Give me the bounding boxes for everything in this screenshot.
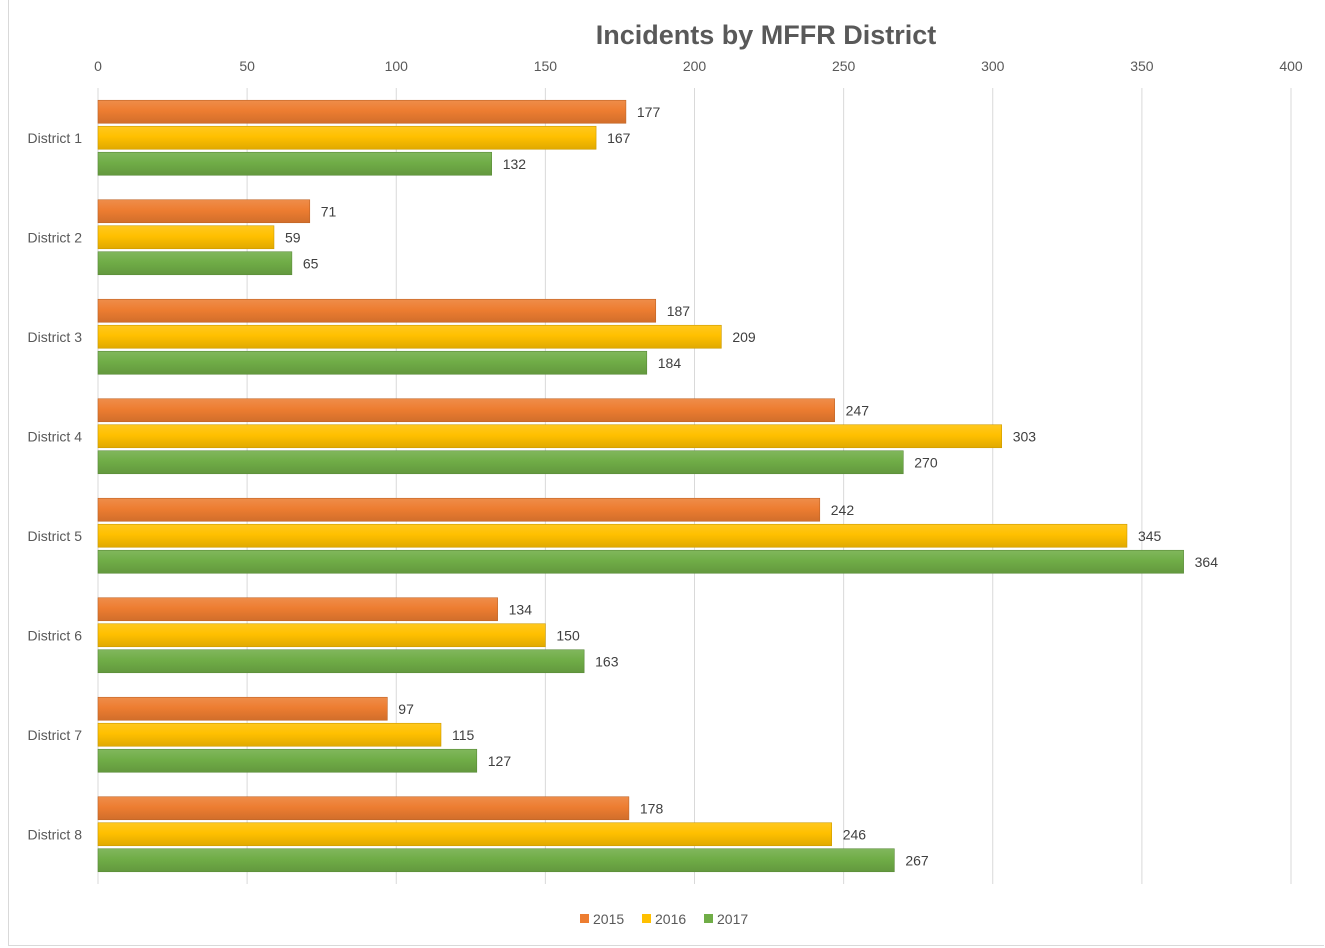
data-label-district-3-2016: 209 (732, 329, 756, 345)
x-tick-label-350: 350 (1130, 58, 1154, 74)
data-label-district-6-2017: 163 (595, 653, 619, 669)
x-tick-label-150: 150 (534, 58, 558, 74)
data-label-district-2-2016: 59 (285, 229, 301, 245)
legend: 2015 2016 2017 (580, 911, 748, 927)
bar-district-3-2016 (97, 324, 722, 349)
bar-district-1-2017 (97, 151, 492, 176)
data-label-district-6-2015: 134 (509, 601, 533, 617)
x-tick-label-100: 100 (385, 58, 409, 74)
bar-district-2-2015 (97, 199, 311, 224)
x-tick-label-250: 250 (832, 58, 856, 74)
data-label-district-7-2017: 127 (488, 753, 512, 769)
category-label-district-5: District 5 (28, 528, 83, 544)
data-label-district-1-2016: 167 (607, 130, 631, 146)
bar-district-5-2016 (97, 523, 1128, 548)
data-label-district-2-2015: 71 (321, 203, 337, 219)
data-label-district-6-2016: 150 (556, 627, 580, 643)
x-tick-label-200: 200 (683, 58, 707, 74)
legend-item-2016: 2016 (642, 911, 686, 927)
legend-label-2017: 2017 (717, 911, 748, 927)
legend-label-2015: 2015 (593, 911, 624, 927)
data-label-district-8-2017: 267 (905, 852, 929, 868)
category-label-district-6: District 6 (28, 627, 83, 643)
category-label-district-3: District 3 (28, 329, 83, 345)
bar-district-7-2017 (97, 748, 478, 773)
bar-district-7-2015 (97, 696, 388, 721)
legend-swatch-2017 (704, 914, 713, 923)
data-label-district-4-2017: 270 (914, 454, 938, 470)
bar-district-8-2017 (97, 848, 895, 873)
bar-district-8-2016 (97, 822, 832, 847)
bar-district-3-2017 (97, 350, 648, 375)
x-tick-label-0: 0 (94, 58, 102, 74)
bars (97, 99, 1184, 873)
data-label-district-5-2017: 364 (1195, 554, 1219, 570)
data-label-district-1-2017: 132 (503, 156, 527, 172)
bar-district-8-2015 (97, 796, 630, 821)
category-label-district-4: District 4 (28, 428, 83, 444)
data-label-district-5-2016: 345 (1138, 528, 1162, 544)
data-label-district-7-2016: 115 (452, 727, 475, 743)
category-label-district-7: District 7 (28, 727, 83, 743)
data-label-district-8-2016: 246 (843, 826, 867, 842)
legend-item-2017: 2017 (704, 911, 748, 927)
data-label-district-4-2016: 303 (1013, 428, 1037, 444)
data-label-district-3-2015: 187 (667, 303, 691, 319)
category-label-district-1: District 1 (28, 130, 83, 146)
data-label-district-7-2015: 97 (398, 701, 414, 717)
legend-label-2016: 2016 (655, 911, 686, 927)
bar-district-2-2016 (97, 225, 275, 250)
bar-district-5-2017 (97, 549, 1184, 574)
gridlines (97, 88, 1292, 884)
bar-district-6-2016 (97, 623, 546, 648)
legend-swatch-2016 (642, 914, 651, 923)
bar-district-1-2016 (97, 125, 597, 150)
x-tick-label-300: 300 (981, 58, 1005, 74)
bar-district-7-2016 (97, 722, 442, 747)
category-label-district-2: District 2 (28, 229, 83, 245)
bar-district-4-2017 (97, 450, 904, 475)
data-label-district-2-2017: 65 (303, 255, 319, 271)
x-axis-ticks: 0 50 100 150 200 250 300 350 400 (94, 58, 1303, 74)
x-tick-label-400: 400 (1279, 58, 1303, 74)
legend-item-2015: 2015 (580, 911, 624, 927)
data-label-district-1-2015: 177 (637, 104, 661, 120)
x-tick-label-50: 50 (239, 58, 255, 74)
bar-district-1-2015 (97, 99, 627, 124)
bar-district-3-2015 (97, 298, 657, 323)
chart-title: Incidents by MFFR District (596, 20, 937, 50)
data-label-district-4-2015: 247 (846, 402, 870, 418)
legend-swatch-2015 (580, 914, 589, 923)
data-label-district-3-2017: 184 (658, 355, 682, 371)
data-label-district-8-2015: 178 (640, 800, 664, 816)
bar-district-4-2015 (97, 398, 835, 423)
y-axis-categories: District 1 District 2 District 3 District 4… (28, 130, 83, 843)
bar-district-6-2015 (97, 597, 498, 622)
data-label-district-5-2015: 242 (831, 502, 855, 518)
category-label-district-8: District 8 (28, 826, 83, 842)
bar-district-2-2017 (97, 251, 293, 276)
bar-district-6-2017 (97, 649, 585, 674)
bar-district-4-2016 (97, 424, 1002, 449)
chart-frame (8, 0, 1324, 946)
bar-district-5-2015 (97, 497, 821, 522)
